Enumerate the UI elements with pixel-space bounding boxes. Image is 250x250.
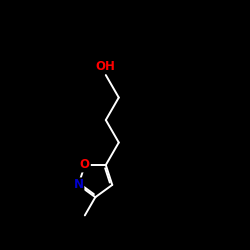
Text: N: N — [74, 178, 84, 192]
Text: OH: OH — [96, 60, 116, 73]
Text: O: O — [80, 158, 90, 172]
